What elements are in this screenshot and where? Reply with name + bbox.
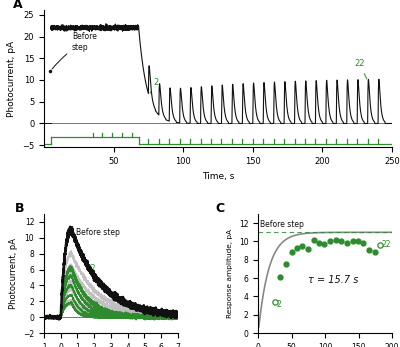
- Text: C: C: [215, 202, 224, 214]
- Text: 2: 2: [87, 298, 92, 307]
- Y-axis label: Response amplitude, pA: Response amplitude, pA: [227, 229, 233, 318]
- Text: Before step: Before step: [260, 220, 304, 229]
- Text: 22: 22: [354, 59, 367, 79]
- X-axis label: Time, s: Time, s: [202, 172, 234, 181]
- Text: 2: 2: [277, 301, 282, 310]
- Text: 22: 22: [382, 240, 392, 249]
- Text: 2: 2: [150, 78, 158, 93]
- Y-axis label: Photocurrent, pA: Photocurrent, pA: [8, 41, 16, 117]
- Text: B: B: [14, 202, 24, 214]
- Text: τ = 15.7 s: τ = 15.7 s: [308, 275, 359, 285]
- Y-axis label: Photocurrent, pA: Photocurrent, pA: [8, 238, 18, 309]
- Text: Before step: Before step: [76, 228, 120, 237]
- Text: Before
step: Before step: [52, 32, 97, 69]
- Text: 22: 22: [87, 264, 96, 273]
- Text: A: A: [13, 0, 22, 11]
